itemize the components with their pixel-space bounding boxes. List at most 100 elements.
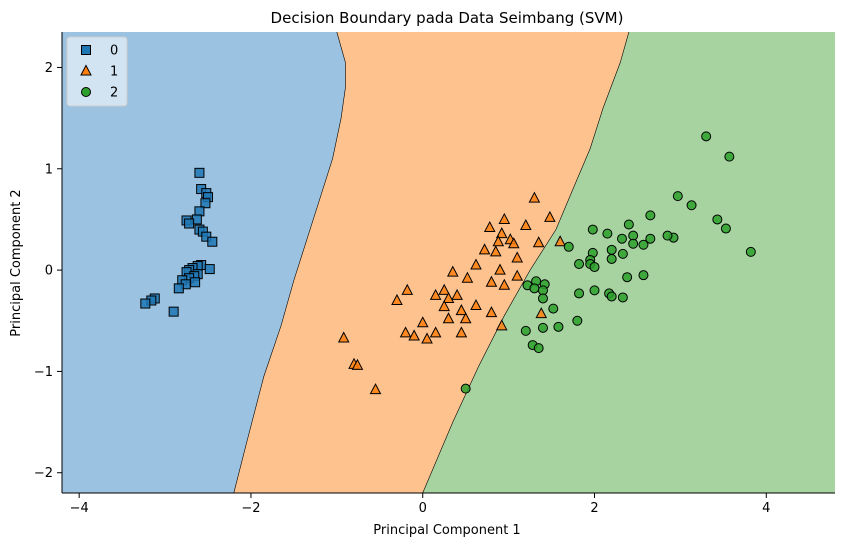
point-class-0 — [173, 283, 184, 294]
x-tick-label: 2 — [590, 501, 598, 516]
point-class-1 — [507, 237, 520, 249]
point-class-2 — [548, 303, 559, 314]
legend-label-0: 0 — [110, 44, 118, 59]
point-class-2 — [589, 262, 600, 273]
legend-marker-1 — [80, 64, 92, 76]
point-class-1 — [478, 243, 491, 255]
y-tick-label: 1 — [45, 162, 53, 177]
point-class-1 — [438, 300, 451, 312]
point-class-2 — [617, 248, 628, 259]
point-class-1 — [485, 306, 498, 318]
point-class-1 — [451, 288, 463, 300]
point-class-2 — [662, 230, 673, 241]
point-class-1 — [438, 283, 451, 295]
point-class-1 — [351, 358, 364, 370]
point-class-1 — [494, 263, 506, 275]
point-class-2 — [602, 228, 613, 239]
point-class-1 — [511, 251, 524, 263]
point-class-2 — [720, 223, 731, 234]
point-class-1 — [399, 326, 412, 338]
point-class-2 — [574, 288, 585, 299]
point-class-1 — [498, 278, 511, 290]
point-class-2 — [533, 343, 544, 354]
point-class-2 — [701, 131, 712, 142]
legend-marker-0 — [81, 45, 91, 55]
point-class-1 — [511, 269, 524, 281]
point-class-2 — [537, 322, 548, 333]
point-class-1 — [495, 319, 508, 331]
legend-marker-2 — [81, 87, 91, 97]
point-class-1 — [455, 304, 468, 316]
point-class-2 — [587, 224, 598, 235]
y-tick-label: 0 — [45, 264, 53, 279]
point-class-2 — [645, 210, 656, 221]
point-class-0 — [168, 306, 179, 317]
point-class-1 — [446, 265, 459, 277]
point-class-1 — [532, 236, 545, 248]
point-class-2 — [628, 238, 639, 249]
point-class-2 — [529, 283, 540, 294]
point-class-1 — [528, 191, 541, 203]
legend-label-2: 2 — [110, 86, 118, 101]
point-class-1 — [337, 331, 350, 343]
decision-regions — [62, 32, 835, 493]
point-class-1 — [485, 275, 498, 287]
point-class-2 — [712, 214, 723, 225]
point-class-1 — [429, 326, 442, 338]
point-class-1 — [495, 227, 508, 239]
point-class-1 — [470, 298, 482, 311]
point-class-1 — [455, 326, 468, 338]
point-class-2 — [724, 151, 735, 162]
point-class-0 — [194, 167, 205, 178]
point-class-2 — [563, 241, 574, 252]
point-class-2 — [672, 191, 683, 202]
chart-title: Decision Boundary pada Data Seimbang (SV… — [271, 9, 624, 27]
point-class-1 — [442, 291, 455, 303]
x-tick-label: −4 — [70, 501, 89, 516]
x-axis-title: Principal Component 1 — [373, 523, 520, 538]
point-class-2 — [686, 200, 697, 211]
point-class-2 — [574, 259, 585, 270]
point-class-0 — [200, 198, 211, 209]
point-class-0 — [140, 298, 151, 309]
point-class-2 — [622, 272, 633, 283]
point-class-1 — [461, 271, 474, 283]
point-class-1 — [416, 316, 429, 328]
x-tick-label: 4 — [762, 501, 770, 516]
point-class-1 — [369, 383, 382, 395]
point-class-2 — [638, 239, 649, 250]
point-class-1 — [421, 332, 433, 344]
point-class-1 — [492, 235, 505, 247]
point-class-1 — [442, 312, 455, 324]
point-class-2 — [589, 285, 600, 296]
point-class-1 — [554, 235, 566, 247]
point-class-2 — [638, 270, 649, 281]
point-class-0 — [204, 264, 215, 275]
point-class-1 — [401, 283, 414, 295]
point-class-1 — [408, 329, 420, 341]
point-class-2 — [537, 293, 548, 304]
point-class-1 — [459, 312, 472, 324]
point-class-0 — [201, 231, 212, 242]
point-class-1 — [391, 293, 403, 305]
point-class-2 — [572, 315, 583, 326]
point-class-1 — [429, 288, 442, 300]
point-class-2 — [553, 321, 564, 332]
y-tick-label: −1 — [34, 365, 53, 380]
point-class-1 — [483, 220, 496, 233]
point-class-1 — [544, 210, 556, 222]
point-class-1 — [535, 307, 548, 319]
point-class-2 — [623, 219, 634, 230]
point-class-0 — [207, 236, 218, 247]
point-class-2 — [460, 383, 471, 394]
point-class-2 — [645, 233, 656, 244]
point-class-2 — [616, 233, 627, 244]
y-tick-label: 2 — [45, 61, 53, 76]
point-class-2 — [606, 291, 617, 302]
decision-boundary-lines — [233, 31, 630, 494]
point-class-2 — [617, 292, 628, 303]
point-class-0 — [190, 277, 201, 288]
point-class-2 — [745, 246, 756, 257]
x-tick-label: −2 — [241, 501, 260, 516]
